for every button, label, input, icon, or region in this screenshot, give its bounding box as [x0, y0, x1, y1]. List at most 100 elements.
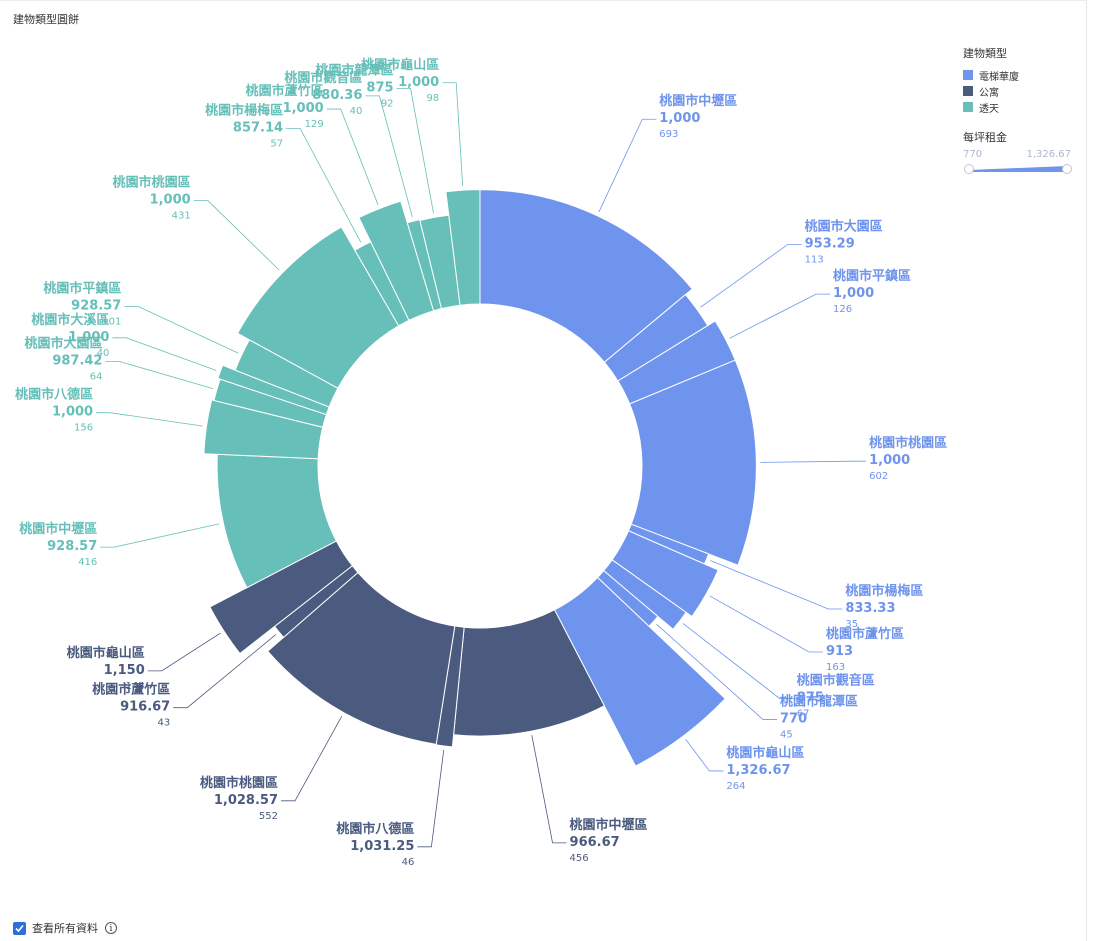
slice-leader-line [709, 595, 823, 653]
slice-leader-line [531, 735, 567, 844]
slice-count-label: 92 [381, 99, 394, 110]
slice-label: 桃園市觀音區 [284, 70, 362, 86]
slice-label: 桃園市中壢區 [570, 817, 648, 833]
slice-label: 桃園市龜山區 [726, 745, 804, 761]
slice-label: 桃園市大園區 [805, 219, 883, 235]
slice-label: 桃園市中壢區 [19, 521, 97, 537]
slice-value-label: 1,028.57 [214, 793, 278, 808]
slice-label: 桃園市八德區 [336, 821, 414, 837]
slice-label: 桃園市蘆竹區 [826, 626, 904, 642]
slice-value-label: 875 [797, 691, 824, 706]
slice-leader-line [173, 634, 277, 709]
slice-label: 桃園市平鎮區 [833, 268, 911, 284]
slice-value-label: 916.67 [120, 700, 170, 715]
slice-leader-line [700, 244, 802, 308]
slice-label: 桃園市八德區 [15, 387, 93, 403]
legend-label: 電梯華廈 [979, 71, 1019, 83]
slice-leader-line [281, 715, 343, 802]
slider-min-handle[interactable] [964, 164, 974, 174]
slice-leader-line [685, 739, 724, 772]
slice-leader-line [710, 560, 843, 610]
slice-count-label: 64 [90, 372, 103, 383]
slice-leader-line [326, 108, 379, 205]
slice-label: 桃園市蘆竹區 [246, 83, 324, 99]
slice-count-label: 431 [172, 210, 191, 221]
slice-label: 桃園市觀音區 [797, 673, 875, 689]
slice-count-label: 43 [158, 718, 171, 729]
slice-leader-line [682, 623, 794, 699]
legend-item-elevator[interactable]: 電梯華廈 [963, 67, 1073, 83]
legend-swatch [963, 70, 973, 80]
pie-slice[interactable] [479, 189, 693, 363]
slice-count-label: 40 [350, 106, 363, 117]
slice-label: 桃園市桃園區 [113, 174, 191, 190]
slice-value-label: 1,000 [150, 192, 191, 207]
slice-count-label: 45 [780, 730, 793, 741]
slice-leader-line [105, 361, 214, 390]
slice-value-label: 1,326.67 [726, 763, 790, 778]
slice-leader-line [656, 623, 778, 720]
slice-leader-line [729, 293, 831, 339]
legend-label: 透天 [979, 103, 999, 115]
pie-slice[interactable] [236, 226, 400, 389]
slice-leader-line [193, 200, 280, 271]
slice-count-label: 46 [402, 857, 415, 868]
slice-label: 桃園市桃園區 [869, 435, 947, 451]
slice-label: 桃園市龜山區 [67, 645, 145, 661]
slice-value-label: 875 [366, 81, 393, 96]
slice-count-label: 129 [305, 119, 324, 130]
slice-value-label: 1,000 [52, 405, 93, 420]
footer: 查看所有資料 i [13, 920, 117, 936]
legend-swatch [963, 102, 973, 112]
slice-value-label: 928.57 [47, 539, 97, 554]
show-all-data-label[interactable]: 查看所有資料 [32, 922, 98, 935]
slice-label: 桃園市中壢區 [659, 93, 737, 109]
legend-item-townhouse[interactable]: 透天 [963, 99, 1073, 115]
slice-value-label: 833.33 [845, 601, 895, 616]
slice-label: 桃園市龍潭區 [316, 63, 394, 79]
pie-slice[interactable] [445, 189, 481, 306]
slice-leader-line [147, 632, 221, 672]
slice-leader-line [598, 118, 657, 213]
slice-count-label: 113 [805, 255, 824, 266]
info-icon[interactable]: i [105, 922, 117, 934]
slice-label: 桃園市楊梅區 [205, 102, 283, 118]
pie-slice[interactable] [553, 576, 726, 767]
slice-value-label: 880.36 [312, 88, 362, 103]
slice-label: 桃園市龜山區 [361, 57, 439, 73]
slice-label: 桃園市蘆竹區 [92, 682, 170, 698]
slice-leader-line [365, 95, 413, 218]
pie-slice[interactable] [266, 571, 456, 745]
slice-leader-line [124, 306, 239, 354]
slice-value-label: 928.57 [71, 298, 121, 313]
show-all-data-checkbox[interactable] [13, 921, 26, 935]
slice-count-label: 40 [97, 348, 110, 359]
slice-count-label: 156 [74, 423, 93, 434]
size-range-slider[interactable]: 770 1,326.67 [963, 149, 1073, 179]
slice-label: 桃園市大園區 [24, 336, 102, 352]
check-icon [15, 924, 24, 932]
slice-count-label: 693 [659, 129, 678, 140]
slice-count-label: 456 [570, 853, 589, 864]
slice-label: 桃園市楊梅區 [845, 583, 923, 599]
legend-swatch [963, 86, 973, 96]
slice-leader-line [442, 82, 464, 187]
legend-title: 建物類型 [963, 47, 1007, 60]
legend-item-apartment[interactable]: 公寓 [963, 83, 1073, 99]
slice-count-label: 264 [726, 781, 745, 792]
slice-label: 桃園市大溪區 [31, 312, 109, 328]
slice-count-label: 163 [826, 662, 845, 673]
slice-count-label: 35 [845, 619, 858, 630]
pie-slice[interactable] [628, 359, 757, 566]
slice-value-label: 1,031.25 [350, 839, 414, 854]
slice-label: 桃園市龍潭區 [780, 694, 858, 710]
slice-label: 桃園市桃園區 [200, 775, 278, 791]
slice-leader-line [417, 749, 445, 848]
slice-count-label: 67 [797, 709, 810, 720]
slice-value-label: 1,000 [398, 75, 439, 90]
slider-max-handle[interactable] [1062, 164, 1072, 174]
slice-value-label: 1,000 [68, 330, 109, 345]
slice-leader-line [286, 127, 362, 243]
